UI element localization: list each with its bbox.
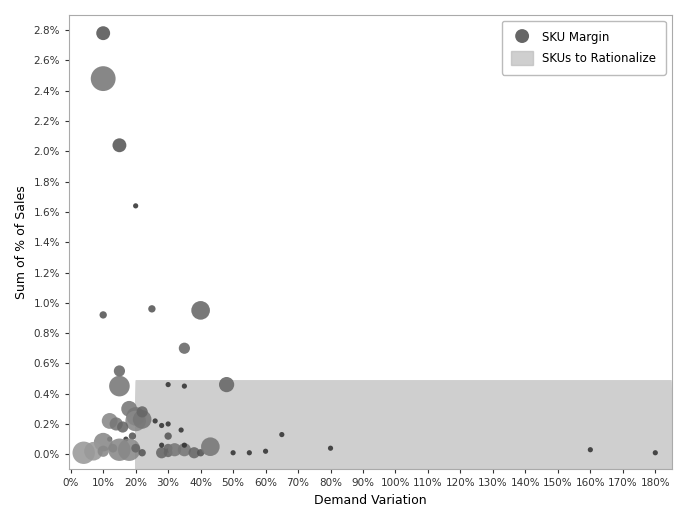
Point bbox=[88, 447, 99, 455]
Point bbox=[114, 367, 125, 375]
Point bbox=[127, 432, 138, 440]
Y-axis label: Sum of % of Sales: Sum of % of Sales bbox=[15, 185, 28, 299]
Point bbox=[111, 420, 122, 428]
Point bbox=[124, 405, 135, 413]
Point bbox=[120, 435, 131, 443]
Point bbox=[163, 444, 174, 453]
Point bbox=[104, 417, 115, 425]
Point bbox=[195, 448, 206, 457]
Point bbox=[150, 417, 161, 425]
Point bbox=[114, 446, 125, 454]
Point bbox=[156, 421, 167, 430]
Point bbox=[78, 448, 89, 457]
Point bbox=[205, 443, 216, 451]
FancyBboxPatch shape bbox=[135, 380, 672, 500]
Point bbox=[137, 448, 148, 457]
Point bbox=[98, 438, 109, 446]
Point bbox=[585, 446, 596, 454]
Point bbox=[163, 432, 174, 440]
Point bbox=[227, 448, 238, 457]
X-axis label: Demand Variation: Demand Variation bbox=[314, 494, 427, 507]
Point bbox=[130, 444, 141, 453]
Point bbox=[195, 306, 206, 315]
Point bbox=[276, 431, 287, 439]
Point bbox=[179, 441, 190, 449]
Point bbox=[179, 344, 190, 352]
Point bbox=[114, 382, 125, 390]
Point bbox=[137, 408, 148, 416]
Point bbox=[98, 29, 109, 38]
Point bbox=[163, 381, 174, 389]
Legend: SKU Margin, SKUs to Rationalize: SKU Margin, SKUs to Rationalize bbox=[502, 21, 666, 75]
Point bbox=[169, 446, 180, 454]
Point bbox=[130, 201, 141, 210]
Point bbox=[137, 416, 148, 424]
Point bbox=[98, 75, 109, 83]
Point bbox=[98, 447, 109, 455]
Point bbox=[130, 417, 141, 425]
Point bbox=[189, 448, 200, 457]
Point bbox=[114, 141, 125, 149]
Point bbox=[146, 305, 157, 313]
Point bbox=[325, 444, 336, 453]
Point bbox=[244, 448, 255, 457]
Point bbox=[163, 420, 174, 428]
Point bbox=[156, 441, 167, 449]
Point bbox=[156, 448, 167, 457]
Point bbox=[650, 448, 661, 457]
Point bbox=[117, 423, 128, 431]
Point bbox=[130, 412, 141, 421]
Point bbox=[124, 446, 135, 454]
Point bbox=[260, 447, 271, 455]
Point bbox=[221, 381, 232, 389]
Point bbox=[176, 426, 187, 434]
Point bbox=[163, 448, 174, 457]
Point bbox=[104, 435, 115, 443]
Point bbox=[179, 446, 190, 454]
Point bbox=[98, 311, 109, 319]
Point bbox=[107, 444, 118, 453]
Point bbox=[179, 382, 190, 390]
